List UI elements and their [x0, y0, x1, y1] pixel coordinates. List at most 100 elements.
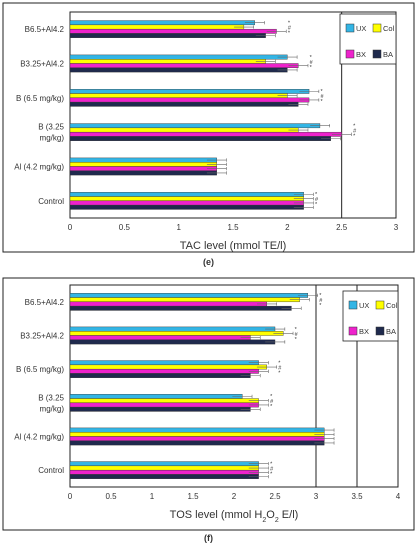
x-tick-label: 1 [176, 223, 181, 232]
bar-bx [69, 469, 259, 475]
legend-swatch-bx [348, 326, 358, 336]
significance-mark: * [319, 303, 322, 309]
x-tick-label: 1.5 [227, 223, 239, 232]
bar-col [69, 59, 266, 64]
x-tick-label: 2.5 [269, 492, 281, 501]
legend-swatch-ba [375, 326, 385, 336]
bar-bx [69, 200, 304, 206]
significance-mark: * [270, 394, 273, 400]
bar-ux [69, 157, 217, 163]
x-tick-label: 2 [232, 492, 237, 501]
category-label: B (6.5 mg/kg) [16, 365, 64, 374]
category-label: Control [38, 197, 64, 206]
bar-ba [69, 440, 325, 446]
x-tick-label: 3 [394, 223, 399, 232]
significance-mark: * [319, 293, 322, 299]
legend-label-ba: BA [383, 50, 393, 59]
bar-ba [69, 67, 288, 73]
bar-ba [69, 33, 266, 38]
significance-mark: * [315, 202, 318, 208]
x-axis-label: TOS level (mmol H2O2 E/l) [170, 509, 299, 524]
x-tick-label: 4 [396, 492, 401, 501]
bar-ux [69, 192, 304, 197]
significance-mark: * [353, 124, 356, 130]
bar-bx [69, 97, 310, 103]
legend-label-ux: UX [356, 24, 366, 33]
bar-ux [69, 360, 259, 366]
bar-col [69, 364, 268, 370]
legend-swatch-col [375, 300, 385, 310]
significance-mark: * [288, 31, 291, 37]
significance-mark: # [278, 366, 282, 372]
significance-mark: # [315, 197, 319, 203]
bar-bx [69, 166, 217, 172]
x-tick-label: 0.5 [119, 223, 131, 232]
significance-mark: * [320, 99, 323, 105]
category-label: Al (4.2 mg/kg) [14, 163, 64, 172]
significance-mark: # [320, 94, 324, 100]
x-tick-label: 0 [68, 223, 73, 232]
bar-col [69, 465, 259, 471]
legend-label-col: Col [383, 24, 395, 33]
x-tick-label: 1 [150, 492, 155, 501]
significance-mark: * [310, 65, 313, 71]
significance-mark: * [270, 472, 273, 478]
bar-col [69, 297, 300, 303]
caption-f: (f) [204, 533, 213, 543]
chart-panel-f: 0 0.5 1 1.5 2 2.5 3 3.5 4 TOS level (mmol H2O2 E/… [0, 275, 417, 550]
x-tick-label: 2.5 [336, 223, 348, 232]
bar-col [69, 24, 245, 30]
x-tick-label: 3.5 [351, 492, 363, 501]
bar-bx [69, 368, 259, 374]
bar-col [69, 161, 217, 167]
bar-ux [69, 123, 321, 129]
significance-mark: * [288, 21, 291, 27]
bar-ba [69, 305, 292, 311]
bar-ba [69, 373, 251, 378]
bar-col [69, 93, 288, 99]
bar-ux [69, 427, 325, 433]
bar-ux [69, 89, 310, 94]
bar-ba [69, 204, 304, 210]
significance-mark: # [270, 467, 274, 473]
bar-ux [69, 326, 276, 332]
significance-mark: * [320, 89, 323, 95]
bar-ba [69, 406, 251, 412]
x-tick-label: 0 [68, 492, 73, 501]
bar-col [69, 431, 325, 437]
category-label: B3.25+Al4.2 [20, 332, 64, 341]
bar-bx [69, 402, 259, 408]
bar-bx [69, 335, 251, 341]
bar-ba [69, 339, 276, 345]
bar-ba [69, 101, 299, 107]
tos-chart: 0 0.5 1 1.5 2 2.5 3 3.5 4 TOS level (mmol H2O2 E/… [2, 277, 415, 531]
bar-bx [69, 28, 277, 34]
bar-bx [69, 436, 325, 442]
legend-label-ba: BA [386, 327, 396, 336]
legend-label-bx: BX [359, 327, 369, 336]
bar-ux [69, 293, 309, 298]
outer-frame [2, 277, 415, 531]
significance-mark: # [310, 60, 314, 66]
legend-swatch-ux [345, 23, 355, 33]
significance-mark: # [270, 399, 274, 405]
category-label: B (3.25 mg/kg) [38, 123, 64, 143]
significance-mark: * [353, 134, 356, 140]
x-tick-label: 1.5 [187, 492, 199, 501]
bar-ux [69, 394, 243, 399]
bar-ba [69, 136, 331, 141]
caption-e: (e) [203, 257, 214, 267]
bar-col [69, 398, 259, 404]
significance-mark: * [270, 404, 273, 410]
bar-ux [69, 461, 259, 467]
category-label: B3.25+Al4.2 [20, 60, 64, 69]
bar-ux [69, 20, 255, 26]
significance-mark: # [319, 298, 323, 304]
bar-ba [69, 474, 259, 479]
significance-mark: * [270, 462, 273, 468]
significance-mark: * [315, 192, 318, 198]
significance-mark: # [288, 26, 292, 32]
bar-col [69, 127, 299, 133]
legend-swatch-bx [345, 49, 355, 59]
bar-col [69, 196, 304, 202]
